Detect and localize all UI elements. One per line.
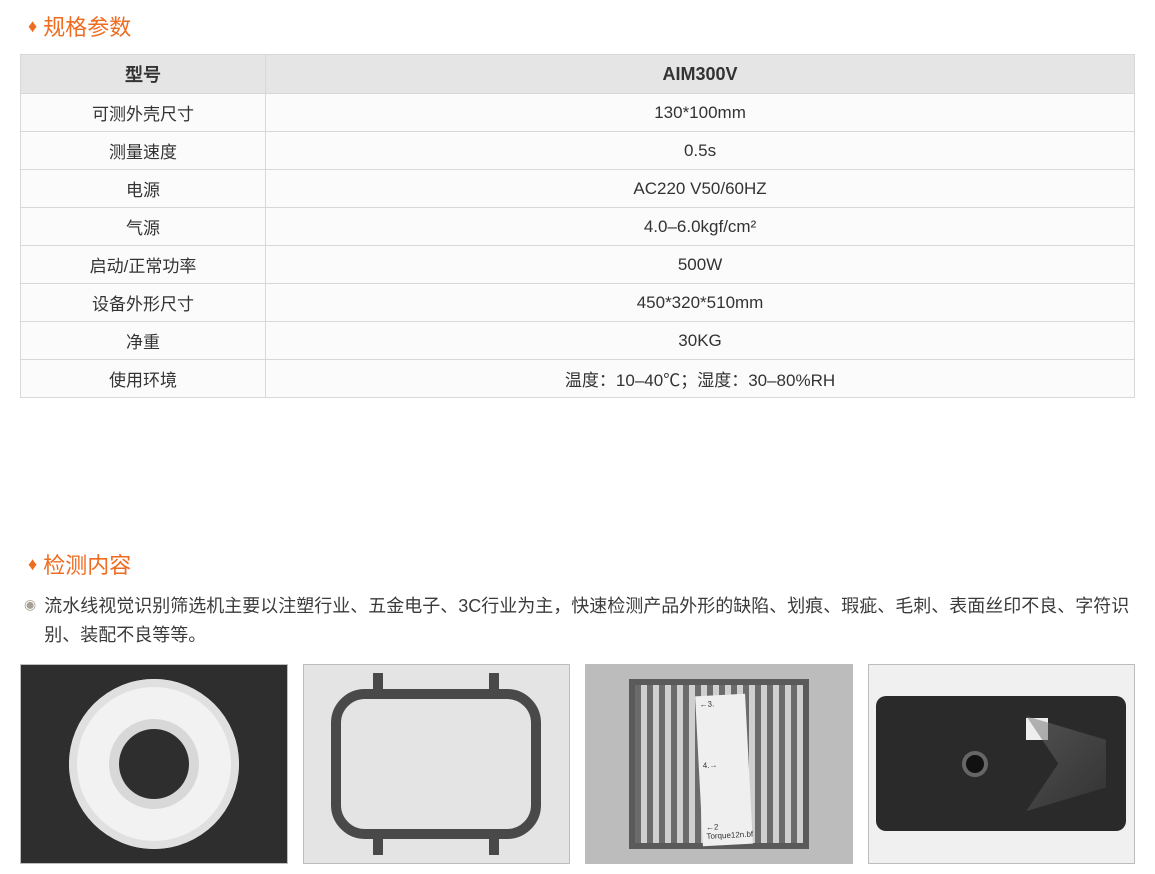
- gasket-peg: [373, 829, 383, 855]
- row-value: 温度：10–40℃；湿度：30–80%RH: [266, 360, 1135, 398]
- content-title: 检测内容: [43, 548, 131, 580]
- sample-image-ring: [20, 664, 288, 864]
- sample-image-heatsink: ←3. 4.→ ←2 Torque12n.bf: [585, 664, 853, 864]
- circle-bullet-icon: ◉: [24, 596, 36, 613]
- row-label: 净重: [21, 322, 266, 360]
- content-section-header: ♦ 检测内容: [28, 548, 1135, 580]
- label-text: ←2 Torque12n.bf: [705, 820, 748, 841]
- header-label: 型号: [21, 55, 266, 94]
- row-label: 使用环境: [21, 360, 266, 398]
- ring-inner-shape: [119, 729, 189, 799]
- row-value: 450*320*510mm: [266, 284, 1135, 322]
- section-spacer: [20, 398, 1135, 548]
- row-value: AC220 V50/60HZ: [266, 170, 1135, 208]
- table-row: 净重 30KG: [21, 322, 1135, 360]
- row-value: 0.5s: [266, 132, 1135, 170]
- table-row: 可测外壳尺寸 130*100mm: [21, 94, 1135, 132]
- sample-images-row: ←3. 4.→ ←2 Torque12n.bf: [20, 664, 1135, 864]
- row-label: 启动/正常功率: [21, 246, 266, 284]
- phone-cover-shape: [876, 696, 1126, 831]
- table-row: 启动/正常功率 500W: [21, 246, 1135, 284]
- sample-image-phone-cover: [868, 664, 1136, 864]
- row-label: 测量速度: [21, 132, 266, 170]
- row-label: 电源: [21, 170, 266, 208]
- header-value: AIM300V: [266, 55, 1135, 94]
- heatsink-shape: ←3. 4.→ ←2 Torque12n.bf: [629, 679, 809, 849]
- overlay-shape: [1026, 716, 1106, 811]
- description-row: ◉ 流水线视觉识别筛选机主要以注塑行业、五金电子、3C行业为主，快速检测产品外形…: [24, 592, 1135, 650]
- table-row: 设备外形尺寸 450*320*510mm: [21, 284, 1135, 322]
- sample-image-gasket: [303, 664, 571, 864]
- spec-table: 型号 AIM300V 可测外壳尺寸 130*100mm 测量速度 0.5s 电源…: [20, 54, 1135, 398]
- heatsink-label: ←3. 4.→ ←2 Torque12n.bf: [695, 693, 753, 845]
- gasket-peg: [489, 829, 499, 855]
- table-header-row: 型号 AIM300V: [21, 55, 1135, 94]
- row-label: 气源: [21, 208, 266, 246]
- droplet-icon: ♦: [28, 554, 37, 575]
- gasket-shape: [331, 689, 541, 839]
- table-row: 使用环境 温度：10–40℃；湿度：30–80%RH: [21, 360, 1135, 398]
- row-label: 可测外壳尺寸: [21, 94, 266, 132]
- camera-hole: [962, 751, 988, 777]
- row-label: 设备外形尺寸: [21, 284, 266, 322]
- droplet-icon: ♦: [28, 16, 37, 37]
- label-text: 4.→: [702, 759, 744, 771]
- table-row: 电源 AC220 V50/60HZ: [21, 170, 1135, 208]
- table-row: 气源 4.0–6.0kgf/cm²: [21, 208, 1135, 246]
- spec-title: 规格参数: [43, 10, 131, 42]
- spec-section-header: ♦ 规格参数: [28, 10, 1135, 42]
- label-text: ←3.: [699, 698, 741, 710]
- ring-outer-shape: [69, 679, 239, 849]
- row-value: 30KG: [266, 322, 1135, 360]
- row-value: 500W: [266, 246, 1135, 284]
- description-text: 流水线视觉识别筛选机主要以注塑行业、五金电子、3C行业为主，快速检测产品外形的缺…: [44, 592, 1135, 650]
- row-value: 130*100mm: [266, 94, 1135, 132]
- table-row: 测量速度 0.5s: [21, 132, 1135, 170]
- row-value: 4.0–6.0kgf/cm²: [266, 208, 1135, 246]
